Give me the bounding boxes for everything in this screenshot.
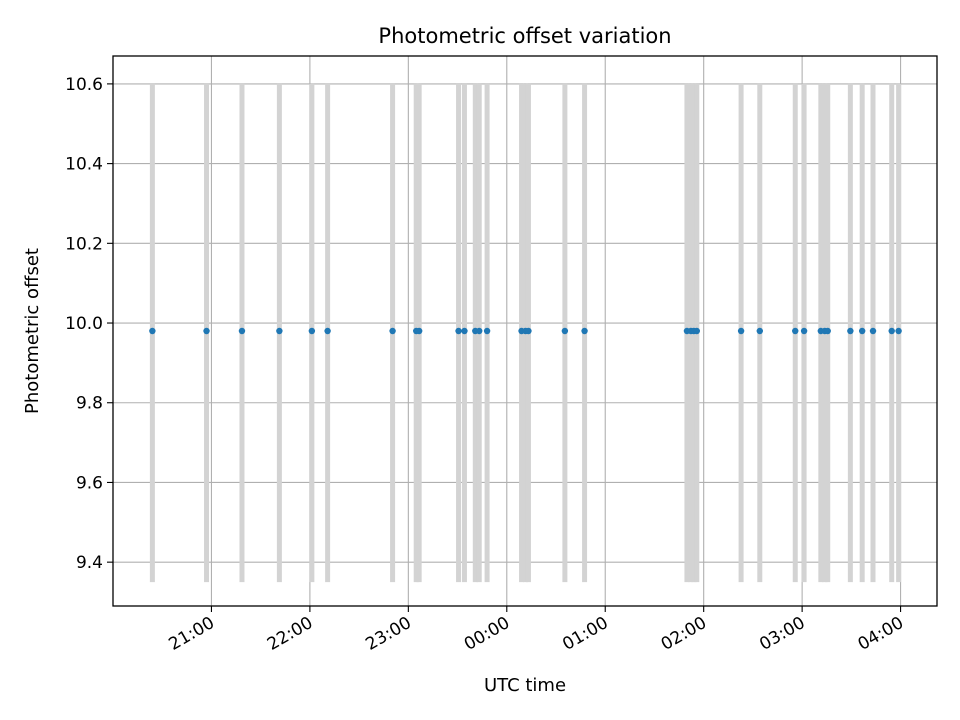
data-points — [149, 327, 902, 335]
y-tick-label: 9.8 — [76, 394, 103, 414]
y-tick-label: 10.4 — [65, 155, 103, 175]
data-point — [525, 327, 532, 335]
y-tick-label: 10.2 — [65, 234, 103, 254]
data-point — [561, 327, 569, 335]
data-point — [461, 327, 468, 335]
data-point — [308, 327, 316, 335]
data-point — [415, 327, 423, 335]
y-tick-label: 10.6 — [65, 75, 103, 95]
plot-frame — [112, 55, 938, 607]
y-tick-label: 9.6 — [76, 473, 103, 493]
y-tick-label: 10.0 — [65, 314, 103, 334]
data-point — [888, 327, 895, 335]
data-point — [895, 327, 902, 335]
chart-title: Photometric offset variation — [378, 24, 671, 48]
data-point — [324, 327, 331, 335]
data-point — [476, 327, 483, 335]
y-axis-label: Photometric offset — [22, 248, 43, 414]
y-axis: 9.4 9.6 9.8 10.0 10.2 10.4 10.6 — [65, 75, 113, 573]
y-tick-label: 9.4 — [76, 553, 103, 573]
data-point — [858, 327, 866, 335]
data-point — [238, 327, 246, 335]
data-point — [693, 327, 700, 335]
data-point — [824, 327, 831, 335]
data-point — [389, 327, 396, 335]
data-point — [737, 327, 745, 335]
data-point — [800, 327, 808, 335]
data-point — [276, 327, 283, 335]
data-point — [869, 327, 877, 335]
data-point — [581, 327, 588, 335]
data-point — [792, 327, 799, 335]
data-point — [756, 327, 763, 335]
data-point — [203, 327, 210, 335]
data-point — [847, 327, 854, 335]
data-point — [455, 327, 462, 335]
x-axis-label: UTC time — [484, 675, 566, 696]
data-point — [149, 327, 156, 335]
data-point — [483, 327, 491, 335]
